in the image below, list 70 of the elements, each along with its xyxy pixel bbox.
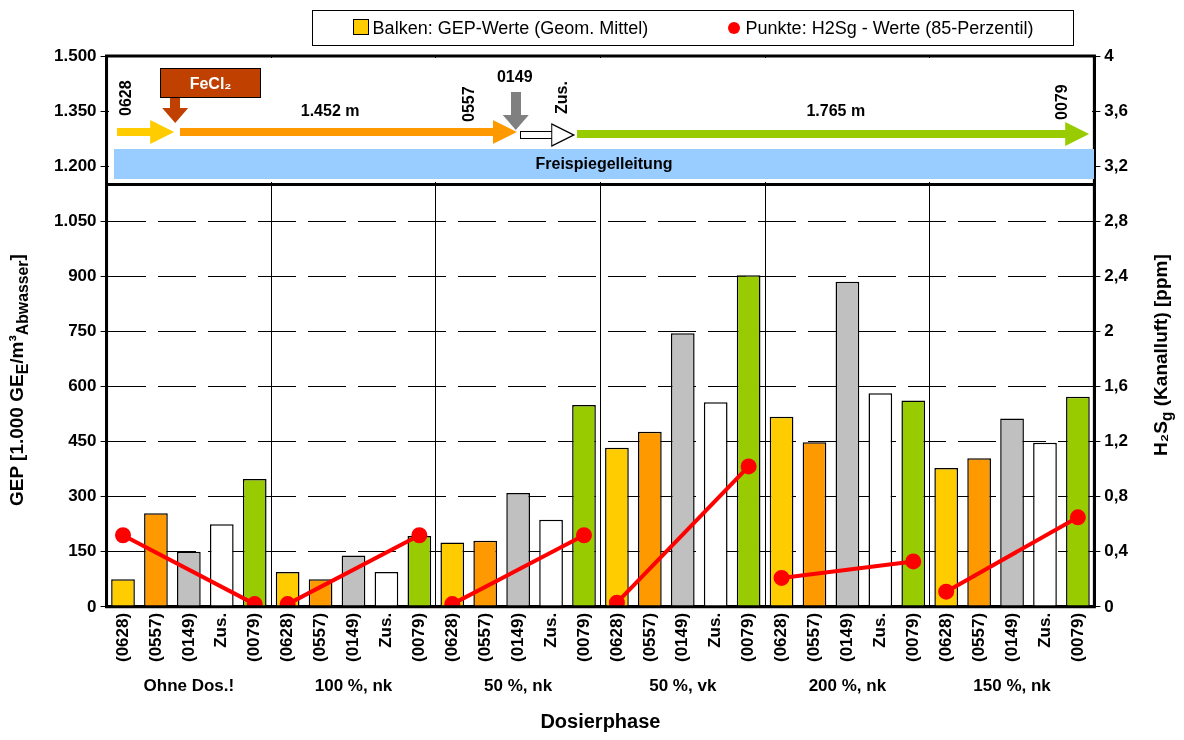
text: 150 %, nk bbox=[973, 676, 1052, 696]
x-tick-label: (0149) bbox=[343, 612, 363, 662]
text: 50 %, vk bbox=[649, 676, 717, 696]
x-tick-label: (0557) bbox=[639, 612, 659, 662]
x-tick-label: (0149) bbox=[507, 612, 527, 662]
text: Ohne Dos.! bbox=[143, 676, 235, 696]
y-tick-label: 0 bbox=[87, 596, 97, 616]
y2-tick-label: 2 bbox=[1104, 321, 1114, 341]
y-tick-label: 600 bbox=[68, 376, 97, 396]
annotation: 1.765 m bbox=[805, 102, 867, 120]
y-tick-label: 150 bbox=[68, 541, 97, 561]
x-tick-label: (0628) bbox=[935, 612, 955, 662]
legend-label: Punkte: H2Sg - Werte (85-Perzentil) bbox=[744, 17, 1034, 39]
x-tick-label: (0628) bbox=[277, 612, 297, 662]
text: 50 %, nk bbox=[484, 676, 553, 696]
x-tick-label: Zus. bbox=[376, 612, 396, 648]
x-tick-label: (0079) bbox=[573, 612, 593, 662]
x-tick-label: Zus. bbox=[540, 612, 560, 648]
y-tick-label: 300 bbox=[68, 486, 97, 506]
x-tick-label: (0079) bbox=[409, 612, 429, 662]
x-tick-label: (0149) bbox=[672, 612, 692, 662]
x-tick-label: (0079) bbox=[738, 612, 758, 662]
x-tick-label: (0628) bbox=[606, 612, 626, 662]
x-tick-label: (0079) bbox=[1067, 612, 1087, 662]
x-tick-label: (0149) bbox=[837, 612, 857, 662]
annotation: Zus. bbox=[552, 81, 571, 114]
y2-tick-label: 0,4 bbox=[1104, 541, 1129, 561]
y-tick-label: 1.050 bbox=[53, 210, 97, 230]
dosing-box: FeCl₂ bbox=[159, 68, 262, 98]
y-tick-label: 750 bbox=[68, 321, 97, 341]
text: 200 %, nk bbox=[808, 676, 887, 696]
y-tick-label: 450 bbox=[68, 431, 97, 451]
x-tick-label: (0149) bbox=[1001, 612, 1021, 662]
y2-tick-label: 3,2 bbox=[1104, 155, 1129, 175]
y-tick-label: 900 bbox=[68, 266, 97, 286]
x-tick-label: (0557) bbox=[310, 612, 330, 662]
x-axis-title: Dosierphase bbox=[539, 710, 662, 733]
y2-tick-label: 4 bbox=[1104, 45, 1115, 65]
x-tick-label: (0149) bbox=[178, 612, 198, 662]
x-tick-label: (0628) bbox=[441, 612, 461, 662]
y2-tick-label: 3,6 bbox=[1104, 100, 1129, 120]
x-tick-label: Zus. bbox=[870, 612, 890, 648]
x-tick-label: (0557) bbox=[145, 612, 165, 662]
y-tick-label: 1.200 bbox=[53, 155, 97, 175]
annotation: 0628 bbox=[116, 80, 135, 116]
y2-tick-label: 0,8 bbox=[1104, 486, 1129, 506]
y-tick-label: 1.350 bbox=[53, 100, 97, 120]
y-tick-label: 1.500 bbox=[53, 45, 97, 65]
annotation: 0079 bbox=[1052, 84, 1071, 120]
y2-tick-label: 1,6 bbox=[1104, 376, 1129, 396]
x-tick-label: Zus. bbox=[705, 612, 725, 648]
y2-tick-label: 2,4 bbox=[1104, 266, 1129, 286]
x-tick-label: Zus. bbox=[211, 612, 231, 648]
x-tick-label: (0557) bbox=[474, 612, 494, 662]
x-tick-label: Zus. bbox=[1034, 612, 1054, 648]
annotation: 0557 bbox=[459, 86, 478, 122]
y2-tick-label: 0 bbox=[1104, 596, 1114, 616]
x-tick-label: (0628) bbox=[771, 612, 791, 662]
x-tick-label: (0079) bbox=[244, 612, 264, 662]
pipe: Freispiegelleitung bbox=[113, 149, 1095, 179]
x-tick-label: (0557) bbox=[804, 612, 824, 662]
x-tick-label: (0079) bbox=[902, 612, 922, 662]
x-tick-label: (0557) bbox=[968, 612, 988, 662]
text: 100 %, nk bbox=[314, 676, 393, 696]
annotation: 0149 bbox=[496, 68, 533, 85]
annotation: 1.452 m bbox=[299, 102, 361, 120]
x-tick-label: (0628) bbox=[112, 612, 132, 662]
legend-label: Balken: GEP-Werte (Geom. Mittel) bbox=[371, 17, 649, 39]
y2-tick-label: 1,2 bbox=[1104, 431, 1129, 451]
y2-tick-label: 2,8 bbox=[1104, 210, 1129, 230]
